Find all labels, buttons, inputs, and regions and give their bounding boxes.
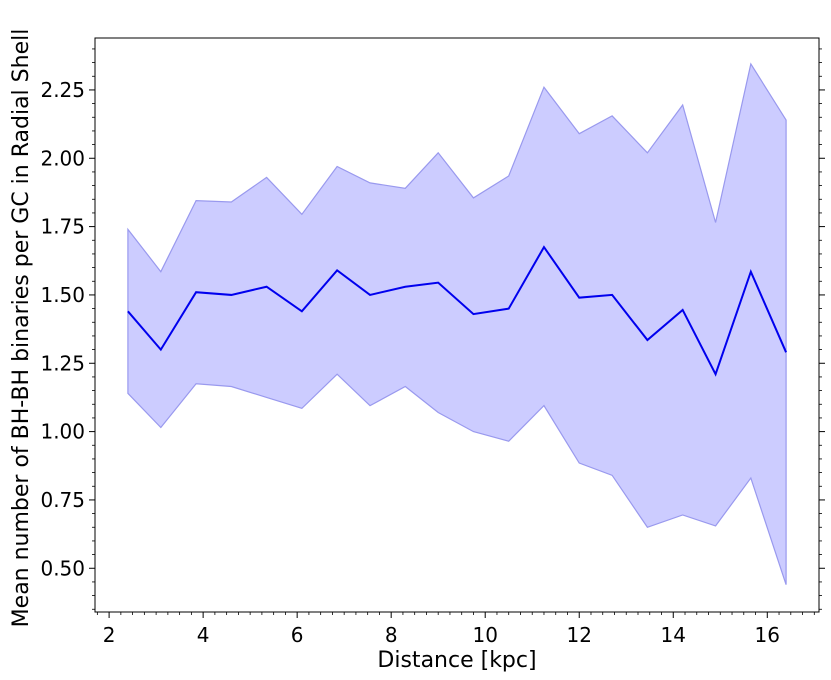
x-tick-label: 14: [661, 623, 686, 647]
tick-labels-layer: 2 4 6 8 10 12 14 16 0.50 0.75 1.00 1.25 1.50 1.75 2.00…: [40, 78, 780, 647]
x-tick-label: 8: [385, 623, 398, 647]
mean-line: [127, 245, 788, 377]
x-tick-label: 16: [755, 623, 780, 647]
y-tick-label: 1.50: [40, 283, 85, 307]
y-tick-label: 1.25: [40, 351, 85, 375]
y-tick-label: 2.25: [40, 78, 85, 102]
y-tick-label: 0.50: [40, 556, 85, 580]
mean-line-layer: [127, 245, 788, 377]
x-tick-label: 2: [103, 623, 116, 647]
confidence-band: [127, 62, 787, 585]
x-axis-label: Distance [kpc]: [377, 648, 536, 673]
y-tick-label: 1.75: [40, 215, 85, 239]
x-tick-label: 4: [197, 623, 210, 647]
confidence-band-layer: [127, 62, 787, 585]
ticks-layer: [89, 48, 825, 618]
x-tick-label: 12: [567, 623, 592, 647]
x-tick-label: 10: [472, 623, 497, 647]
y-axis-label: Mean number of BH-BH binaries per GC in …: [9, 29, 34, 628]
y-tick-label: 1.00: [40, 420, 85, 444]
y-tick-label: 2.00: [40, 146, 85, 170]
y-tick-label: 0.75: [40, 488, 85, 512]
plot-frame: [94, 37, 820, 613]
x-tick-label: 6: [291, 623, 304, 647]
